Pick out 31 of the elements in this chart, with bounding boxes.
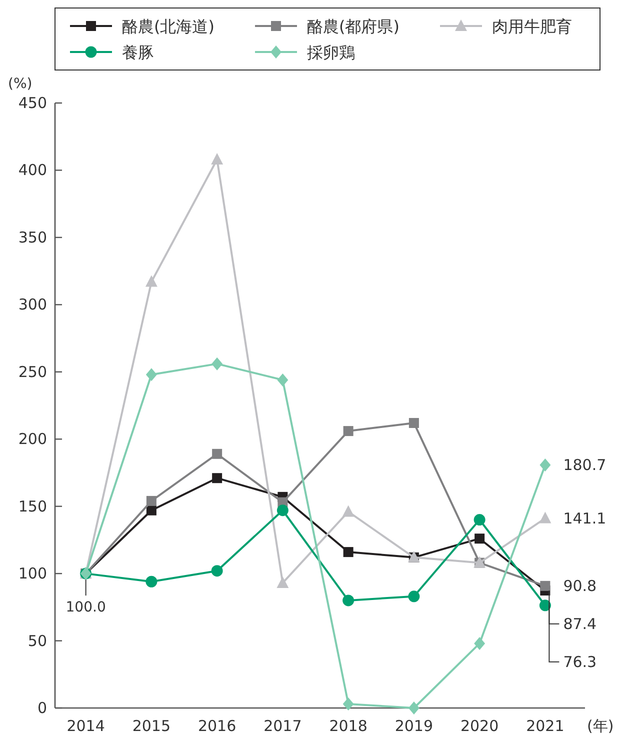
y-tick-label: 150 (18, 497, 47, 516)
legend-label: 酪農(北海道) (122, 17, 214, 36)
x-tick-label: 2021 (526, 717, 564, 735)
y-tick-label: 0 (37, 699, 47, 717)
data-label: 76.3 (563, 652, 597, 671)
data-label: 90.8 (563, 576, 597, 595)
legend-label: 酪農(都府県) (307, 17, 400, 36)
legend-label: 養豚 (122, 43, 154, 62)
x-tick-label: 2015 (132, 717, 171, 735)
y-tick-label: 100 (18, 564, 47, 583)
y-tick-label: 350 (18, 228, 47, 246)
y-tick-label: 50 (28, 632, 47, 650)
legend-label: 採卵鶏 (307, 43, 355, 62)
y-tick-label: 200 (18, 430, 47, 448)
x-tick-label: 2018 (329, 717, 368, 735)
x-tick-label: 2017 (264, 717, 302, 735)
y-tick-label: 300 (18, 296, 47, 314)
x-tick-label: 2016 (198, 717, 236, 735)
data-label: 180.7 (563, 456, 606, 474)
y-tick-label: 450 (18, 94, 47, 112)
y-tick-label: 400 (18, 161, 47, 180)
legend-label: 肉用牛肥育 (492, 17, 572, 36)
annotation: 100.0 (66, 600, 106, 616)
x-tick-label: 2014 (66, 717, 105, 735)
y-axis-title: (%) (8, 76, 32, 92)
y-tick-label: 250 (18, 362, 47, 381)
data-label: 87.4 (563, 614, 597, 633)
x-tick-label: 2020 (460, 717, 499, 735)
x-tick-label: 2019 (394, 717, 434, 735)
data-label: 141.1 (563, 509, 606, 528)
x-axis-title: (年) (587, 717, 614, 735)
